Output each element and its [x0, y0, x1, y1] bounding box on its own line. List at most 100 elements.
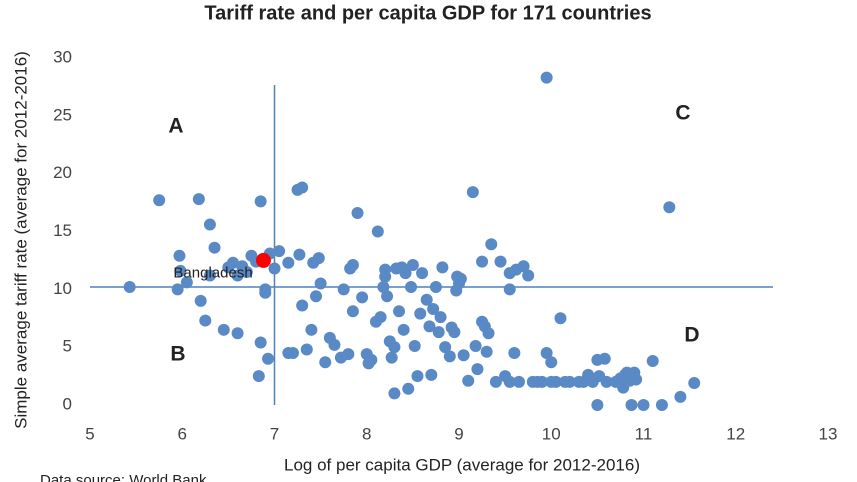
data-point [305, 323, 318, 336]
data-point [171, 283, 184, 296]
data-point [286, 346, 299, 359]
data-point [203, 269, 216, 282]
data-point [489, 375, 502, 388]
data-point [351, 206, 364, 219]
data-point [469, 340, 482, 353]
data-point [174, 264, 187, 277]
x-tick-label: 12 [726, 424, 745, 443]
quadrant-label: C [675, 102, 690, 125]
x-axis-label: Log of per capita GDP (average for 2012-… [284, 455, 640, 474]
y-tick-label: 25 [53, 105, 72, 124]
data-point [259, 286, 272, 299]
data-point [663, 201, 676, 214]
data-point [328, 338, 341, 351]
data-point [466, 186, 479, 199]
data-point [293, 248, 306, 261]
data-point [388, 387, 401, 400]
y-tick-label: 20 [53, 163, 72, 182]
data-point [282, 256, 295, 269]
data-point [540, 346, 553, 359]
data-point [536, 375, 549, 388]
data-point [342, 348, 355, 361]
x-tick-label: 10 [542, 424, 561, 443]
data-point [549, 375, 562, 388]
data-point [503, 375, 516, 388]
data-point [319, 356, 332, 369]
data-point [385, 351, 398, 364]
data-point [454, 272, 467, 285]
data-point [314, 277, 327, 290]
data-point [381, 290, 394, 303]
data-point [379, 270, 392, 283]
chart-title: Tariff rate and per capita GDP for 171 c… [204, 2, 651, 24]
data-point [374, 311, 387, 324]
y-tick-label: 10 [53, 279, 72, 298]
data-point [408, 340, 421, 353]
data-point [674, 390, 687, 403]
data-point [482, 327, 495, 340]
data-point [434, 311, 447, 324]
data-point [457, 349, 470, 362]
data-point [646, 355, 659, 368]
data-point [448, 326, 461, 339]
data-point [540, 71, 553, 84]
data-point [625, 399, 638, 411]
data-point [405, 281, 418, 294]
data-point [427, 302, 440, 315]
x-tick-label: 11 [635, 424, 653, 443]
data-point [476, 255, 489, 268]
data-point [423, 320, 436, 333]
data-point [173, 249, 186, 262]
data-point [655, 399, 668, 411]
data-point [406, 259, 419, 272]
y-tick-label: 5 [63, 337, 72, 356]
quadrant-label: A [168, 115, 183, 138]
data-point [402, 382, 415, 395]
data-point [217, 323, 230, 336]
data-point [153, 194, 166, 207]
data-point [414, 307, 427, 320]
data-point [393, 305, 406, 318]
data-point [462, 374, 475, 387]
data-point [123, 281, 136, 294]
x-tick-label: 5 [85, 424, 94, 443]
x-tick-label: 13 [819, 424, 838, 443]
data-point [563, 375, 576, 388]
data-point [371, 225, 384, 238]
x-tick-label: 8 [362, 424, 371, 443]
data-point [231, 269, 244, 282]
data-point [425, 368, 438, 381]
data-point [262, 352, 275, 365]
quadrant-label: D [684, 324, 699, 347]
y-tick-label: 0 [63, 394, 72, 413]
data-point [356, 291, 369, 304]
data-point [522, 269, 535, 282]
y-tick-label: 30 [53, 47, 72, 66]
data-point [503, 283, 516, 296]
data-point [416, 267, 429, 280]
data-point [310, 290, 323, 303]
data-point [203, 218, 216, 231]
data-point [517, 260, 530, 273]
data-point [252, 370, 265, 383]
data-point [273, 245, 286, 258]
data-point [192, 193, 205, 206]
data-point [254, 336, 267, 349]
data-point [637, 399, 650, 411]
data-point [436, 261, 449, 274]
data-point [411, 370, 424, 383]
point-label: Bangladesh [173, 264, 252, 281]
data-point [688, 377, 701, 390]
data-point [600, 375, 613, 388]
data-point [591, 399, 604, 411]
data-point [254, 195, 267, 208]
data-point [312, 252, 325, 265]
data-point [485, 238, 498, 251]
data-point [194, 294, 207, 307]
data-point [377, 281, 390, 294]
data-point [199, 314, 212, 327]
data-point [598, 352, 611, 365]
data-point [240, 265, 253, 278]
data-point [399, 267, 412, 280]
data-point [365, 353, 378, 366]
